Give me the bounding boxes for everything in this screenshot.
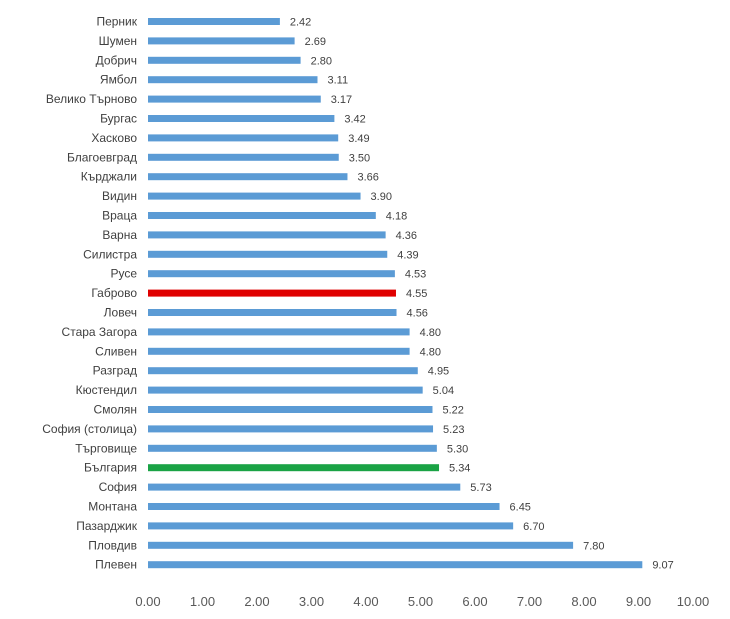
category-label: Враца: [102, 209, 137, 223]
bar: [148, 173, 348, 181]
bar: [148, 425, 434, 433]
data-label: 2.42: [290, 17, 311, 29]
data-label: 5.30: [447, 443, 468, 455]
category-label: Видин: [102, 189, 137, 203]
category-label: Кюстендил: [76, 383, 137, 397]
bar: [148, 134, 339, 142]
bar: [148, 386, 423, 394]
data-label: 7.80: [583, 540, 604, 552]
bar: [148, 328, 410, 336]
category-label: Варна: [102, 228, 137, 242]
bar: [148, 231, 386, 239]
category-label: Велико Търново: [46, 92, 137, 106]
bar: [148, 289, 396, 297]
x-tick-label: 5.00: [408, 594, 433, 609]
category-label: Хасково: [91, 131, 137, 145]
bar: [148, 56, 301, 64]
category-label: Кърджали: [81, 170, 137, 184]
data-label: 3.50: [349, 152, 370, 164]
bar: [148, 309, 397, 316]
category-label: Търговище: [75, 441, 137, 455]
data-label: 2.80: [311, 55, 332, 67]
bar: [148, 115, 335, 122]
category-label: Габрово: [91, 286, 137, 300]
data-label: 2.69: [305, 36, 326, 48]
category-label: София: [99, 480, 137, 494]
x-tick-label: 4.00: [353, 594, 378, 609]
bar: [148, 406, 433, 413]
data-label: 4.56: [407, 308, 428, 320]
x-tick-label: 1.00: [190, 594, 215, 609]
category-label: Перник: [96, 15, 137, 29]
data-label: 4.53: [405, 269, 426, 281]
category-label: Благоевград: [67, 150, 137, 164]
bar: [148, 444, 437, 452]
data-label: 4.39: [397, 249, 418, 261]
category-label: Смолян: [94, 403, 137, 417]
category-label: Ловеч: [104, 306, 137, 320]
data-label: 4.36: [396, 230, 417, 242]
bar: [148, 503, 500, 510]
data-label: 4.80: [420, 346, 441, 358]
category-label: Бургас: [100, 112, 137, 126]
category-label: Шумен: [99, 34, 137, 48]
x-tick-label: 3.00: [299, 594, 324, 609]
data-label: 3.42: [344, 114, 365, 126]
data-label: 3.90: [371, 191, 392, 203]
category-label: Русе: [110, 267, 137, 281]
bar: [148, 541, 574, 549]
x-tick-label: 9.00: [626, 594, 651, 609]
bar: [148, 561, 643, 569]
x-tick-label: 2.00: [244, 594, 269, 609]
data-label: 4.55: [406, 288, 427, 300]
category-label: София (столица): [42, 422, 137, 436]
category-label: Монтана: [88, 500, 137, 514]
x-tick-label: 7.00: [517, 594, 542, 609]
category-label: Разград: [93, 364, 137, 378]
bar: [148, 95, 321, 103]
data-label: 5.22: [442, 405, 463, 417]
data-label: 3.66: [357, 172, 378, 184]
data-label: 5.23: [443, 424, 464, 436]
data-label: 3.11: [327, 75, 348, 87]
category-label: Пловдив: [88, 538, 137, 552]
data-label: 9.07: [652, 560, 673, 572]
bar: [148, 153, 339, 161]
bar: [148, 522, 514, 530]
bar: [148, 347, 410, 355]
category-label: Стара Загора: [62, 325, 138, 339]
data-label: 6.45: [510, 502, 531, 514]
x-tick-label: 0.00: [135, 594, 160, 609]
data-label: 4.80: [420, 327, 441, 339]
data-label: 5.73: [470, 482, 491, 494]
bar: [148, 483, 461, 491]
category-label: Плевен: [95, 558, 137, 572]
x-tick-label: 8.00: [571, 594, 596, 609]
data-label: 4.95: [428, 366, 449, 378]
bar: [148, 367, 418, 375]
category-label: Сливен: [95, 344, 137, 358]
x-tick-label: 10.00: [677, 594, 710, 609]
bar: [148, 37, 295, 45]
bar: [148, 270, 395, 278]
category-label: Пазарджик: [76, 519, 137, 533]
bar: [148, 464, 440, 472]
category-label: Ямбол: [100, 73, 137, 87]
x-tick-label: 6.00: [462, 594, 487, 609]
bar: [148, 192, 361, 200]
data-label: 5.04: [433, 385, 454, 397]
category-label: Добрич: [96, 53, 137, 67]
bar: [148, 18, 280, 25]
data-label: 5.34: [449, 463, 470, 475]
data-label: 6.70: [523, 521, 544, 533]
data-label: 3.49: [348, 133, 369, 145]
data-label: 4.18: [386, 211, 407, 223]
bar: [148, 76, 318, 84]
bar: [148, 212, 376, 219]
data-label: 3.17: [331, 94, 352, 106]
category-label: Силистра: [83, 247, 137, 261]
bar: [148, 250, 388, 258]
category-label: България: [84, 461, 137, 475]
